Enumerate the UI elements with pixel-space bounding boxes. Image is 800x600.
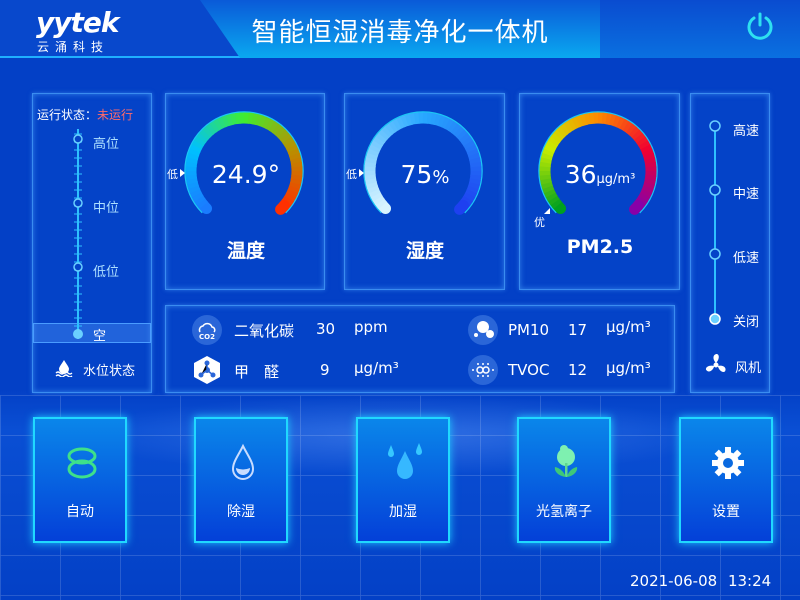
level-mid[interactable]: 中位 — [93, 201, 120, 216]
fan-speed-off[interactable]: 关闭 — [733, 315, 760, 330]
level-marker — [73, 198, 83, 208]
sensor-name: 甲 醛 — [234, 363, 280, 381]
gauge-value: 36μg/m³ — [520, 160, 680, 189]
level-low[interactable]: 低位 — [93, 265, 120, 280]
level-marker — [73, 134, 83, 144]
level-marker-selected — [73, 329, 83, 339]
sensor-name: 二氧化碳 — [234, 322, 295, 340]
co2-cloud-icon: CO2 — [192, 315, 222, 345]
auto-button[interactable]: 自动 — [33, 417, 127, 543]
gauge-unit: % — [432, 167, 450, 188]
molecule-icon — [194, 356, 220, 384]
time: 13:24 — [727, 572, 772, 590]
button-label: 加湿 — [389, 504, 417, 520]
sensor-name: PM10 — [508, 321, 550, 339]
humidify-drops-icon — [388, 443, 422, 479]
run-status-value: 未运行 — [97, 108, 134, 122]
fan-speed-high[interactable]: 高速 — [733, 124, 760, 139]
gauge-number: 36 — [564, 160, 597, 189]
selected-level-highlight — [33, 323, 151, 343]
gauge-name: 温度 — [226, 240, 265, 262]
marker-arrow-icon — [544, 208, 550, 214]
level-empty[interactable]: 空 — [93, 329, 107, 344]
header-decoration — [560, 0, 800, 58]
power-icon[interactable] — [744, 10, 776, 42]
sensor-value: 9 — [320, 361, 330, 379]
gauge-name: 湿度 — [405, 240, 444, 262]
svg-text:CO2: CO2 — [199, 333, 215, 341]
datetime: 2021-06-08 13:24 — [630, 572, 771, 590]
gauge-number: 24.9 — [211, 160, 268, 189]
gauge-segment — [629, 199, 644, 215]
fan-panel: 高速 中速 低速 关闭 风机 — [690, 93, 770, 393]
water-level-scale — [73, 129, 83, 339]
sensor-unit: μg/m³ — [606, 359, 651, 377]
gauge-value: 24.9° — [166, 160, 326, 189]
sensor-value: 17 — [568, 321, 588, 339]
water-level-icon — [55, 360, 73, 377]
marker-arrow-icon — [180, 169, 185, 177]
logo: yytek — [36, 6, 119, 39]
gear-icon — [708, 443, 748, 483]
fan-speed-mid[interactable]: 中速 — [733, 187, 760, 202]
auto-icon — [67, 447, 97, 479]
button-label: 自动 — [66, 504, 94, 520]
run-status-label: 运行状态： — [37, 108, 98, 122]
button-label: 设置 — [712, 504, 740, 520]
fan-footer: 风机 — [735, 361, 762, 376]
sensor-unit: μg/m³ — [606, 318, 651, 336]
dehumidify-drop-icon — [231, 443, 255, 480]
logo-subtitle: 云涌科技 — [37, 40, 110, 54]
sensor-value: 12 — [568, 361, 588, 379]
dehumidify-button[interactable]: 除湿 — [194, 417, 288, 543]
date: 2021-06-08 — [630, 572, 718, 590]
humidify-button[interactable]: 加湿 — [356, 417, 450, 543]
water-level-panel: 运行状态：未运行 高位 中位 低位 空 水位状态 — [32, 93, 152, 393]
sensor-unit: ppm — [354, 318, 388, 336]
particles-icon — [468, 315, 498, 345]
gauge-number: 75 — [400, 160, 433, 189]
ion-tree-icon — [554, 445, 578, 477]
gauge-arc — [184, 111, 304, 231]
header: yytek 云涌科技 智能恒湿消毒净化一体机 — [0, 0, 800, 58]
gauge-arc — [538, 111, 658, 231]
gauge-marker: 优 — [534, 216, 545, 229]
button-label: 除湿 — [227, 504, 255, 520]
gauge-marker: 低 — [167, 168, 178, 181]
gauge-segment — [275, 199, 290, 215]
sensor-value: 30 — [316, 320, 336, 338]
settings-button[interactable]: 设置 — [679, 417, 773, 543]
gauge-value: 75% — [345, 160, 505, 189]
gauge-name: PM2.5 — [566, 236, 634, 258]
gauge-card: 优 36μg/m³ PM2.5 — [519, 93, 680, 290]
page-title: 智能恒湿消毒净化一体机 — [251, 18, 549, 48]
marker-arrow-icon — [359, 169, 364, 177]
fan-speed-slider[interactable] — [707, 119, 723, 329]
fan-speed-low[interactable]: 低速 — [733, 251, 760, 266]
button-label: 光氢离子 — [536, 504, 592, 520]
gauge-marker: 低 — [346, 168, 357, 181]
gauge-arc — [363, 111, 483, 231]
level-marker — [73, 262, 83, 272]
sensor-panel: CO2 二氧化碳 30 ppm PM10 17 μg/m³ 甲 醛 9 μg/m… — [165, 305, 675, 393]
level-high[interactable]: 高位 — [93, 137, 120, 152]
fan-icon — [705, 354, 726, 372]
gauge-card: 低 24.9° 温度 — [165, 93, 325, 290]
water-level-footer: 水位状态 — [83, 364, 136, 379]
title-banner — [200, 0, 600, 58]
gauge-card: 低 75% 湿度 — [344, 93, 505, 290]
tvoc-icon — [468, 355, 498, 385]
gauge-segment — [454, 199, 469, 215]
gauge-unit: ° — [267, 160, 281, 189]
gauge-unit: μg/m³ — [596, 172, 636, 187]
sensor-unit: μg/m³ — [354, 359, 399, 377]
ion-button[interactable]: 光氢离子 — [517, 417, 611, 543]
sensor-name: TVOC — [508, 361, 550, 379]
